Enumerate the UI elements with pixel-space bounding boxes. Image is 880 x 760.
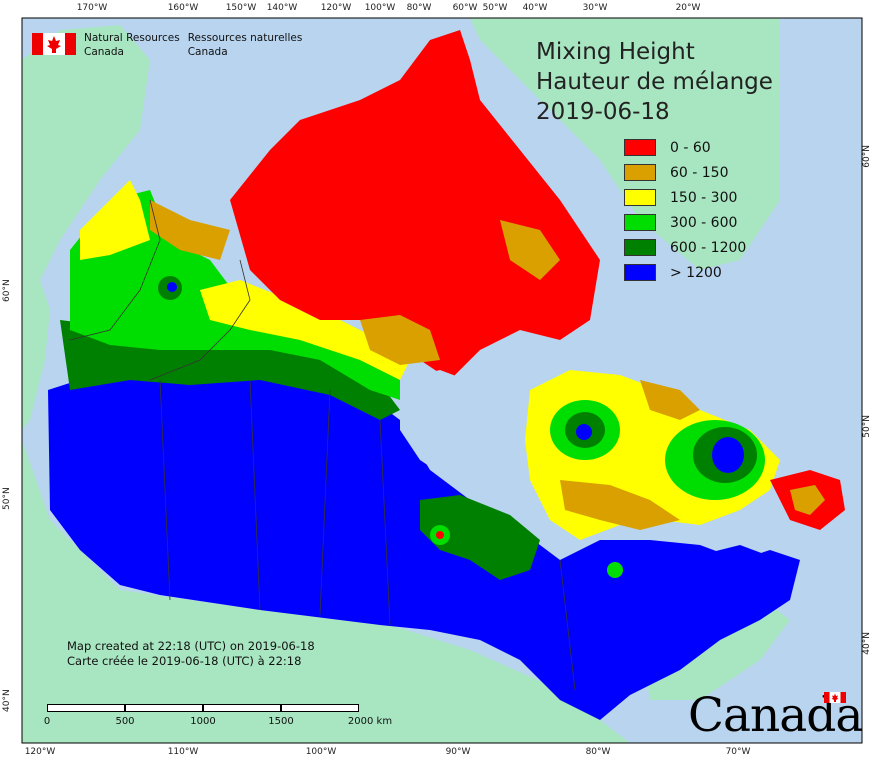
graticule-bottom-label: 120°W: [24, 747, 56, 757]
legend-label: 600 - 1200: [670, 239, 747, 256]
zone-orange-baffin: [500, 220, 560, 280]
legend-label: 300 - 600: [670, 214, 738, 231]
legend-label: 150 - 300: [670, 189, 738, 206]
legend-swatch: [624, 164, 656, 181]
legend-item: 60 - 150: [624, 160, 746, 185]
usa-land: [22, 440, 630, 743]
scale-bar-label: 0: [43, 716, 51, 727]
alaska-land: [22, 25, 150, 290]
map-title: Mixing Height Hauteur de mélange 2019-06…: [536, 37, 773, 127]
zone-blue-ungava: [576, 424, 592, 440]
creation-note-en: Map created at 22:18 (UTC) on 2019-06-18: [67, 639, 315, 653]
nrcan-credit: Natural Resources Canada Ressources natu…: [32, 31, 302, 59]
legend-item: 0 - 60: [624, 135, 746, 160]
title-french: Hauteur de mélange: [536, 69, 773, 95]
province-boundaries: [69, 199, 576, 691]
legend-swatch: [624, 189, 656, 206]
scale-bar-segment: [47, 704, 125, 712]
graticule-top-label: 150°W: [225, 3, 257, 13]
graticule-top-label: 60°W: [452, 3, 478, 13]
graticule-top-label: 120°W: [320, 3, 352, 13]
graticule-top-label: 160°W: [167, 3, 199, 13]
nrcan-fr-line1: Ressources naturelles: [187, 32, 303, 44]
nrcan-fr-line2: Canada: [187, 46, 228, 58]
graticule-bottom-label: 110°W: [167, 747, 199, 757]
legend-swatch: [624, 264, 656, 281]
zone-yellow-mackenzie: [200, 280, 410, 380]
legend-swatch: [624, 139, 656, 156]
map-border: [21, 17, 863, 744]
graticule-top-label: 140°W: [266, 3, 298, 13]
zone-orange-delta: [150, 200, 230, 260]
scale-bar-segment: [281, 704, 359, 712]
hotspot-ontario-red: [436, 531, 444, 539]
graticule-left-label: 50°N: [2, 487, 12, 510]
zone-yellow-yukon: [80, 180, 150, 260]
scale-bar-segment: [125, 704, 203, 712]
graticule-right-label: 40°N: [862, 632, 872, 655]
legend-swatch: [624, 239, 656, 256]
scale-bar: [47, 704, 359, 713]
graticule-right-label: 60°N: [862, 145, 872, 168]
hudson-bay: [400, 370, 530, 500]
creation-note-fr: Carte créée le 2019-06-18 (UTC) à 22:18: [67, 654, 302, 668]
zone-orange-kivalliq: [360, 315, 440, 365]
wordmark-flag-icon: [824, 692, 846, 703]
legend-label: > 1200: [670, 264, 722, 281]
nrcan-en-line1: Natural Resources: [84, 32, 180, 44]
creation-note: Map created at 22:18 (UTC) on 2019-06-18…: [67, 639, 315, 669]
alaska-panhandle: [22, 280, 50, 430]
legend-item: 150 - 300: [624, 185, 746, 210]
zone-blue-south: [48, 370, 800, 720]
graticule-top-label: 170°W: [76, 3, 108, 13]
hotspot-quebec-green: [607, 562, 623, 578]
zone-darkgreen-band-central: [420, 495, 540, 580]
title-english: Mixing Height: [536, 39, 695, 65]
graticule-bottom-label: 80°W: [585, 747, 611, 757]
graticule-top-label: 20°W: [675, 3, 701, 13]
legend: 0 - 60 60 - 150 150 - 300 300 - 600 600 …: [624, 135, 746, 285]
legend-item: 300 - 600: [624, 210, 746, 235]
legend-item: 600 - 1200: [624, 235, 746, 260]
zone-red-arctic: [230, 30, 600, 380]
scale-bar-segment: [203, 704, 281, 712]
graticule-left-label: 40°N: [2, 689, 12, 712]
hotspot-yukon-blue: [167, 282, 177, 292]
graticule-top-label: 100°W: [364, 3, 396, 13]
scale-bar-label: 1000: [190, 716, 216, 727]
zone-orange-james-bay: [560, 480, 680, 530]
graticule-top-label: 30°W: [582, 3, 608, 13]
graticule-bottom-label: 90°W: [445, 747, 471, 757]
zone-orange-newfoundland: [790, 485, 825, 515]
graticule-left-label: 60°N: [2, 279, 12, 302]
legend-item: > 1200: [624, 260, 746, 285]
map-date: 2019-06-18: [536, 99, 670, 125]
graticule-bottom-label: 70°W: [725, 747, 751, 757]
graticule-bottom-label: 100°W: [305, 747, 337, 757]
canada-flag-icon: [32, 33, 76, 55]
zone-blue-labrador: [712, 437, 744, 473]
graticule-top-label: 80°W: [406, 3, 432, 13]
legend-label: 60 - 150: [670, 164, 729, 181]
scale-bar-label: 1500: [268, 716, 294, 727]
scale-bar-label: 500: [115, 716, 135, 727]
legend-label: 0 - 60: [670, 139, 711, 156]
graticule-right-label: 50°N: [862, 415, 872, 438]
scale-bar-label: 2000 km: [347, 716, 393, 727]
legend-swatch: [624, 214, 656, 231]
nrcan-en-line2: Canada: [84, 46, 124, 58]
zone-blue-maritimes: [700, 545, 790, 600]
graticule-top-label: 40°W: [522, 3, 548, 13]
graticule-top-label: 50°W: [482, 3, 508, 13]
zone-orange-ungava-bay: [640, 380, 700, 420]
